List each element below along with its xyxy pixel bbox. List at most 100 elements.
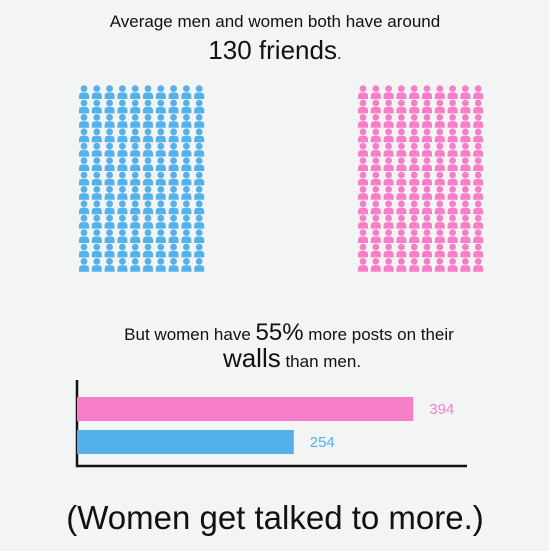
person-head — [170, 171, 178, 179]
person-body — [91, 193, 102, 200]
person-body — [434, 250, 445, 258]
person-head — [131, 142, 139, 150]
person-body — [434, 222, 445, 229]
person-body — [143, 164, 153, 171]
person-body — [473, 178, 484, 186]
person-head — [80, 157, 88, 165]
person-head — [385, 157, 392, 165]
person-body — [409, 193, 420, 200]
person-body — [104, 92, 115, 99]
person-body — [117, 178, 128, 186]
person-body — [155, 265, 166, 272]
person-head — [195, 114, 203, 121]
person-head — [436, 157, 444, 165]
person-body — [447, 178, 458, 186]
person-body — [370, 106, 381, 114]
person-head — [359, 258, 367, 265]
person-body — [104, 164, 115, 171]
person-body — [409, 121, 420, 128]
men-icons — [79, 85, 205, 272]
person-head — [157, 214, 165, 222]
person-head — [119, 99, 126, 107]
person-body — [117, 222, 128, 229]
person-body — [422, 135, 432, 143]
person-body — [91, 164, 102, 171]
person-head — [183, 214, 190, 222]
person-head — [106, 114, 113, 121]
person-body — [91, 222, 102, 229]
women-icons — [358, 85, 484, 272]
person-head — [144, 229, 152, 237]
person-body — [460, 150, 471, 157]
person-head — [119, 157, 126, 165]
person-head — [144, 157, 152, 165]
person-body — [181, 121, 192, 128]
person-head — [131, 200, 139, 208]
person-body — [473, 236, 484, 243]
person-body — [370, 121, 381, 128]
headline: Average men and women both have around — [110, 12, 440, 31]
person-head — [449, 171, 456, 179]
person-head — [385, 99, 392, 107]
person-head — [183, 171, 190, 179]
person-body — [396, 92, 407, 99]
person-body — [396, 106, 407, 114]
person-head — [195, 258, 203, 265]
headline-text: Average men and women both have around — [110, 12, 440, 31]
person-head — [157, 258, 165, 265]
person-head — [93, 85, 101, 92]
person-head — [106, 243, 113, 251]
person-head — [385, 85, 392, 92]
person-head — [195, 214, 203, 222]
person-body — [434, 164, 445, 171]
person-body — [104, 150, 115, 157]
person-body — [181, 150, 192, 157]
person-body — [155, 121, 166, 128]
person-body — [447, 106, 458, 114]
person-head — [359, 229, 367, 237]
person-head — [119, 128, 126, 136]
person-head — [449, 85, 456, 92]
person-head — [144, 214, 152, 222]
person-body — [422, 92, 432, 99]
person-body — [130, 92, 141, 99]
person-body — [155, 106, 166, 114]
person-body — [181, 207, 192, 215]
person-body — [117, 207, 128, 215]
person-head — [106, 214, 113, 222]
person-body — [396, 222, 407, 229]
person-body — [358, 207, 368, 215]
person-body — [422, 250, 432, 258]
middle-tail: than men. — [281, 352, 361, 371]
person-head — [144, 128, 152, 136]
person-head — [106, 128, 113, 136]
person-body — [168, 236, 179, 243]
person-body — [383, 193, 394, 200]
person-head — [372, 258, 380, 265]
person-head — [195, 229, 203, 237]
person-head — [410, 229, 418, 237]
person-body — [358, 193, 368, 200]
person-head — [93, 200, 101, 208]
person-head — [157, 157, 165, 165]
person-head — [80, 200, 88, 208]
person-body — [130, 236, 141, 243]
person-body — [168, 207, 179, 215]
person-body — [409, 222, 420, 229]
person-body — [91, 150, 102, 157]
person-body — [473, 207, 484, 215]
person-body — [91, 265, 102, 272]
person-head — [398, 258, 405, 265]
person-body — [168, 121, 179, 128]
person-body — [460, 250, 471, 258]
person-head — [474, 171, 482, 179]
person-head — [474, 229, 482, 237]
person-head — [144, 200, 152, 208]
person-head — [449, 142, 456, 150]
person-body — [422, 121, 432, 128]
person-head — [80, 258, 88, 265]
person-head — [157, 128, 165, 136]
headline-number-line: 130 friends. — [208, 35, 341, 65]
